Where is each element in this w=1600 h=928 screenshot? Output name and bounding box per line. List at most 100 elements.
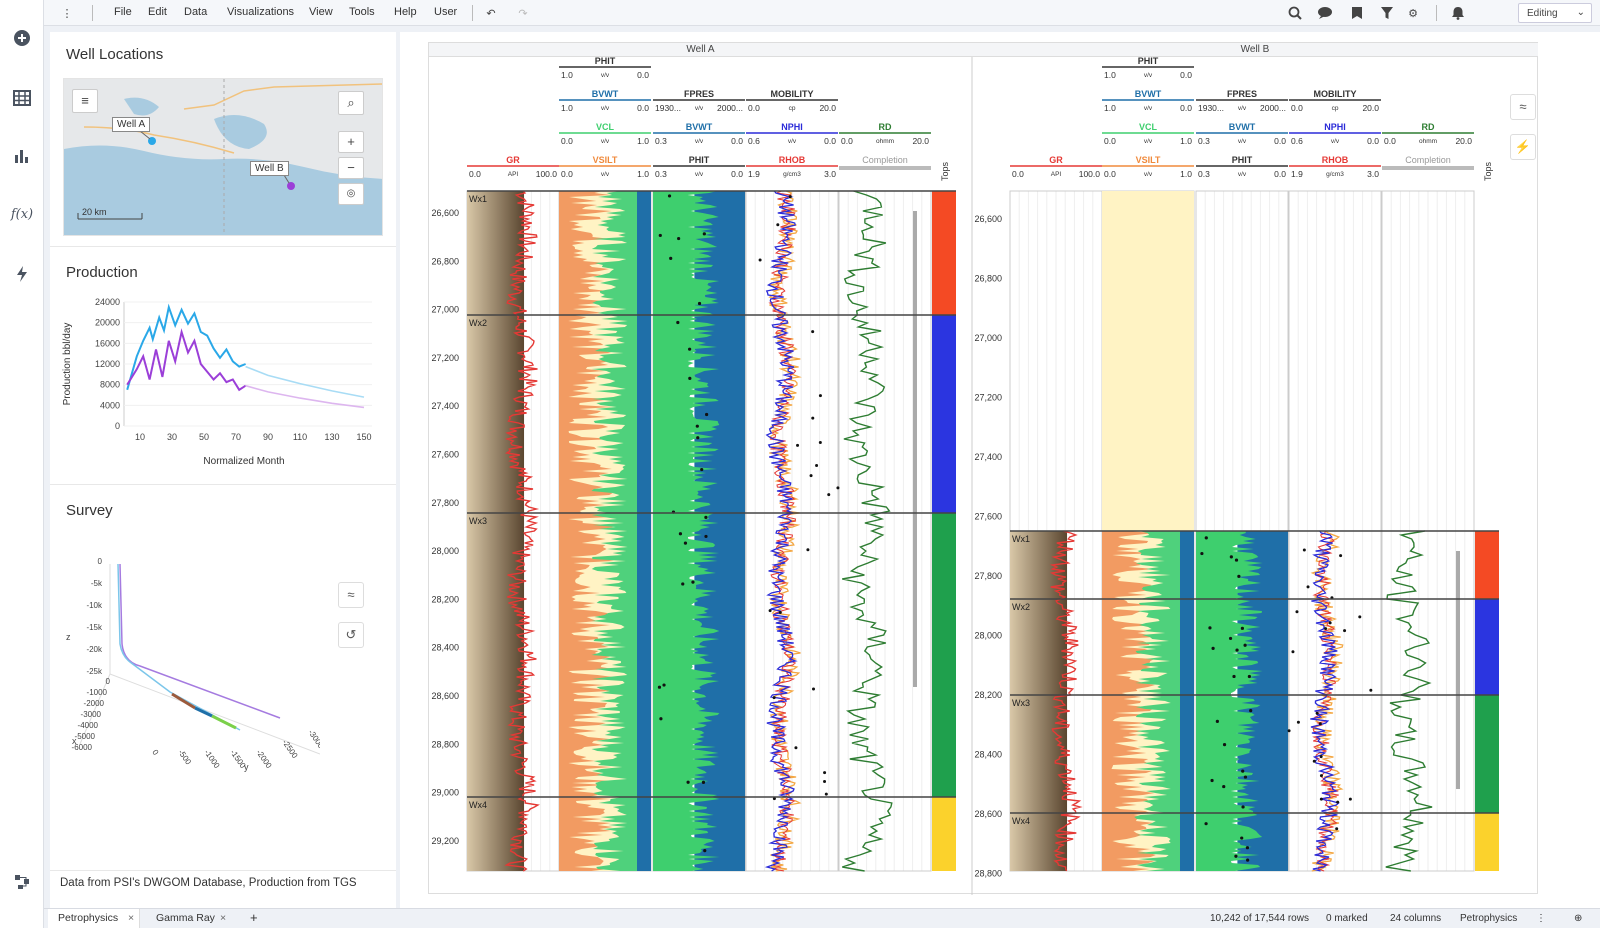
rd-title: RD [879, 122, 892, 132]
divider [50, 870, 396, 871]
completion-bar [913, 211, 917, 687]
well-map[interactable]: ≡ ⌕ + − ◎ Well A Well B 20 km [63, 78, 383, 236]
log-zigzag-icon[interactable]: ⚡ [1510, 134, 1536, 160]
fpres-title: FPRES [1227, 89, 1257, 99]
layers-icon[interactable]: ≡ [72, 89, 98, 113]
log-settings-icon[interactable]: ≈ [1510, 94, 1536, 120]
completion-title: Completion [862, 155, 908, 165]
tab-label: Gamma Ray [156, 912, 215, 924]
lightning-icon[interactable] [8, 260, 36, 288]
table-icon[interactable] [8, 84, 36, 112]
locate-icon[interactable]: ◎ [338, 183, 364, 205]
workflow-icon[interactable] [8, 868, 36, 896]
bar-chart-icon[interactable] [8, 142, 36, 170]
fpres-point [691, 580, 695, 584]
z-tick-label: -25k [86, 667, 103, 676]
well-b-label[interactable]: Well B [250, 161, 289, 176]
filter-icon[interactable] [1378, 4, 1396, 22]
well-locations-title: Well Locations [66, 46, 164, 63]
function-icon[interactable]: f(x) [10, 206, 34, 222]
rd-max: 20.0 [1455, 136, 1472, 146]
rhob-unit: g/cm3 [1326, 171, 1344, 178]
gear-icon[interactable]: ⚙ [1408, 7, 1418, 20]
z-axis-title: z [66, 632, 71, 642]
menu-edit[interactable]: Edit [148, 6, 167, 18]
vsilt-max: 1.0 [1180, 169, 1192, 179]
bookmark-icon[interactable] [1348, 4, 1366, 22]
production-chart[interactable]: 24000 20000 16000 12000 8000 4000 0 10 30 50 70 90 1… [56, 290, 386, 480]
more-vertical-icon[interactable]: ⋮ [1536, 913, 1546, 924]
comment-icon[interactable] [1316, 4, 1334, 22]
mobility-curve [1310, 530, 1344, 872]
x-tick-label: -5000 [75, 732, 96, 741]
mobility-point [823, 771, 827, 775]
bottom-bar: Petrophysics × Gamma Ray × + 10,242 of 1… [44, 908, 1600, 928]
nphi-unit: v/v [788, 138, 797, 145]
tab-petrophysics[interactable]: Petrophysics × [48, 909, 140, 928]
settings-icon[interactable]: ≈ [338, 582, 364, 608]
nphi-title: NPHI [1324, 122, 1346, 132]
well-log-panel: 26,600 26,800 27,000 27,200 27,400 27,600 27,8… [400, 32, 1600, 908]
fpres-point [662, 683, 666, 687]
phit-top-title: PHIT [1138, 56, 1159, 66]
mobility-point [778, 610, 782, 614]
map-search-icon[interactable]: ⌕ [338, 91, 364, 115]
depth-tick-label: 27,000 [974, 333, 1002, 343]
add-tab-button[interactable]: + [250, 910, 258, 925]
completion-title: Completion [1405, 155, 1451, 165]
row-count: 10,242 of 17,544 rows [1210, 913, 1309, 924]
mobility-point [768, 609, 772, 613]
phit-unit: v/v [1238, 171, 1247, 178]
production-title: Production [66, 264, 138, 281]
menu-user[interactable]: User [434, 6, 458, 18]
bvwt2-min: 0.3 [1198, 136, 1210, 146]
top-toolbar: ⋮ File Edit Data Visualizations View Too… [44, 0, 1600, 26]
phit-top-max: 0.0 [1180, 70, 1192, 80]
nphi-curve [764, 190, 798, 872]
well-log-area[interactable]: 26,600 26,800 27,000 27,200 27,400 27,600 27,8… [428, 42, 1538, 895]
close-icon[interactable]: × [128, 912, 135, 924]
close-icon[interactable]: × [220, 912, 227, 924]
x-tick-label: 0 [106, 677, 111, 686]
menu-data[interactable]: Data [184, 6, 208, 18]
reset-view-icon[interactable]: ↺ [338, 622, 364, 648]
redo-icon[interactable]: ↷ [518, 7, 528, 20]
fpres-point [669, 256, 673, 260]
more-vertical-icon[interactable]: ⋮ [61, 7, 73, 20]
zone-label: Wx3 [469, 516, 487, 526]
add-circle-icon[interactable] [8, 24, 36, 52]
fpres-point [1234, 558, 1239, 562]
mobility-point [1369, 688, 1373, 692]
survey-3d-plot[interactable]: 0 -5k -10k -15k -20k -25k z 0 -1000 -2000 -3000 -40… [60, 544, 320, 774]
completion-scale-bar [839, 166, 931, 170]
mobility-point [1339, 554, 1343, 558]
mobility-title: MOBILITY [771, 89, 814, 99]
mobility-point [776, 223, 780, 227]
mode-select-value: Editing [1527, 8, 1558, 19]
globe-icon[interactable]: ⊕ [1574, 913, 1583, 924]
mode-select[interactable]: Editing ⌄ [1518, 3, 1592, 23]
mobility-point [772, 696, 776, 700]
y-tick-label: 0 [150, 748, 160, 757]
undo-icon[interactable]: ↶ [486, 7, 496, 20]
search-icon[interactable] [1286, 4, 1304, 22]
depth-tick-label: 26,800 [974, 274, 1002, 284]
fpres-title: FPRES [684, 89, 714, 99]
menu-help[interactable]: Help [394, 6, 417, 18]
zoom-out-button[interactable]: − [338, 157, 364, 179]
production-series-line [245, 384, 365, 409]
well-a-label[interactable]: Well A [112, 117, 151, 132]
vsilt-unit: v/v [1144, 171, 1153, 178]
map-canvas [64, 79, 382, 235]
mobility-point [806, 548, 810, 552]
tab-gamma-ray[interactable]: Gamma Ray × [144, 909, 236, 928]
menu-visualizations[interactable]: Visualizations [227, 6, 295, 18]
bell-icon[interactable] [1449, 4, 1467, 22]
phit-title: PHIT [1232, 155, 1253, 165]
menu-file[interactable]: File [114, 6, 132, 18]
mobility-point [758, 258, 762, 262]
zoom-in-button[interactable]: + [338, 131, 364, 153]
menu-view[interactable]: View [309, 6, 333, 18]
menu-tools[interactable]: Tools [349, 6, 375, 18]
vsilt-unit: v/v [601, 171, 610, 178]
